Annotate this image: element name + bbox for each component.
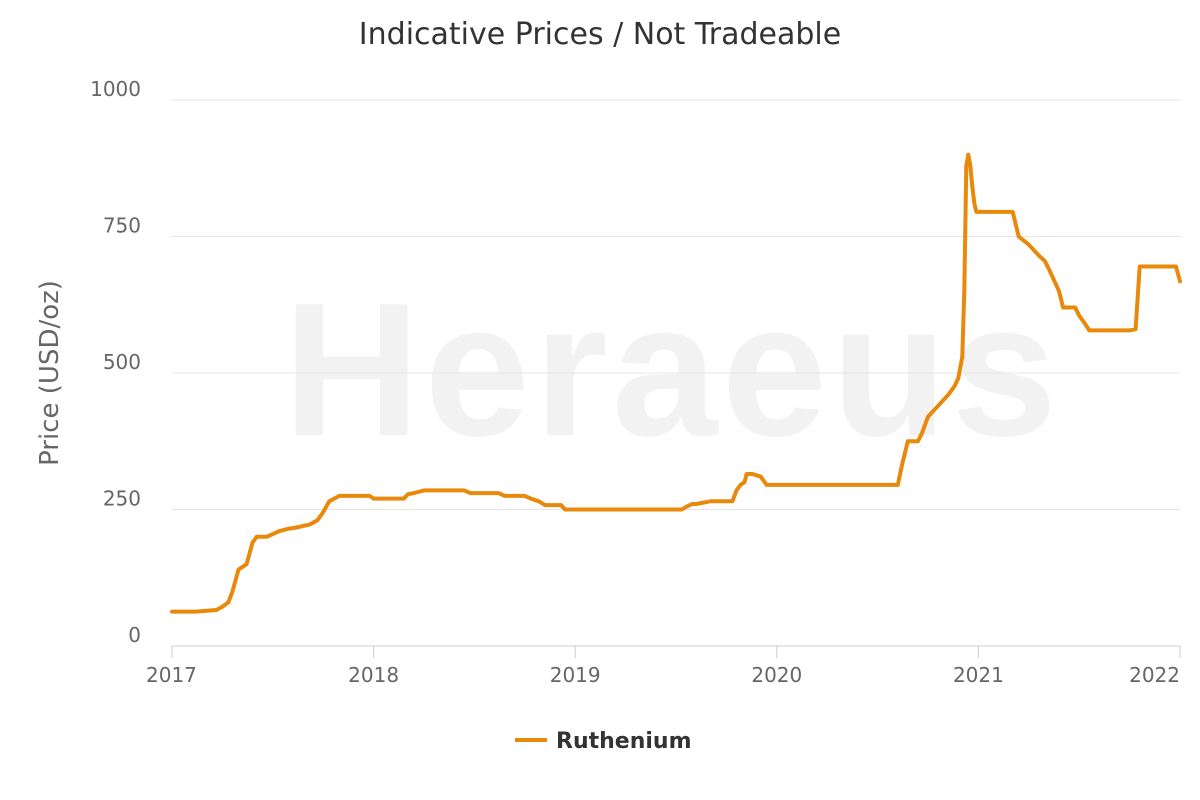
x-tick-label: 2020: [751, 663, 802, 687]
legend[interactable]: Ruthenium: [515, 729, 692, 754]
legend-label-ruthenium[interactable]: Ruthenium: [556, 729, 692, 754]
y-axis-label: Price (USD/oz): [35, 280, 65, 466]
y-tick-label: 0: [128, 623, 141, 647]
chart-title: Indicative Prices / Not Tradeable: [359, 17, 841, 52]
y-axis-ticks: 0 250 500 750 1000: [90, 77, 141, 647]
x-tick-label: 2018: [348, 663, 399, 687]
x-tick-label: 2021: [953, 663, 1004, 687]
x-tick-label: 2017: [146, 663, 197, 687]
y-tick-label: 750: [103, 214, 141, 238]
x-axis-ticks: 2017 2018 2019 2020 2021 2022: [146, 646, 1181, 687]
y-tick-label: 1000: [90, 77, 141, 101]
watermark-text: Heraeus: [283, 264, 1061, 476]
y-tick-label: 500: [103, 350, 141, 374]
y-tick-label: 250: [103, 487, 141, 511]
series-line-ruthenium[interactable]: [170, 152, 1182, 614]
x-tick-label: 2019: [550, 663, 601, 687]
x-tick-label: 2022: [1129, 663, 1180, 687]
